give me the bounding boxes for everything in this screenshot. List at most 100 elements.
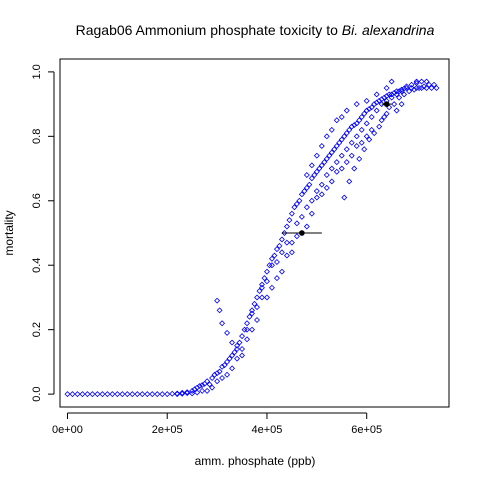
data-point	[346, 178, 353, 185]
data-point	[241, 326, 248, 333]
data-point	[278, 236, 285, 243]
data-point	[139, 391, 146, 398]
data-point	[298, 191, 305, 198]
data-point	[353, 120, 360, 127]
data-point	[351, 165, 358, 172]
y-axis-title: mortality	[2, 210, 16, 255]
data-point	[318, 181, 325, 188]
data-point	[403, 83, 410, 90]
data-point	[99, 391, 106, 398]
data-point	[229, 339, 236, 346]
data-point	[378, 101, 385, 108]
data-point	[179, 390, 186, 397]
data-point	[418, 85, 425, 91]
data-point	[388, 94, 395, 101]
data-point	[313, 152, 320, 159]
data-point	[371, 101, 378, 108]
data-point	[361, 110, 368, 117]
data-point	[368, 114, 375, 120]
data-point	[338, 136, 345, 143]
data-point	[356, 117, 363, 124]
data-point	[348, 152, 355, 159]
data-point	[291, 204, 298, 211]
y-tick-label: 1.0	[31, 64, 43, 79]
data-point	[323, 155, 330, 162]
data-point	[249, 307, 255, 314]
data-point	[189, 390, 196, 397]
x-tick-label: 0e+00	[52, 424, 83, 436]
data-point	[214, 297, 221, 304]
data-point	[303, 204, 310, 211]
data-point	[308, 175, 315, 182]
data-point	[251, 300, 258, 307]
data-point	[376, 97, 383, 104]
data-point	[341, 133, 348, 140]
data-point	[254, 304, 260, 311]
plot-frame	[59, 58, 450, 408]
data-point	[69, 391, 76, 398]
data-point	[206, 381, 213, 388]
data-point	[254, 317, 260, 323]
data-point	[328, 149, 335, 156]
data-point	[219, 363, 226, 370]
data-point	[246, 313, 253, 320]
data-point	[216, 368, 223, 375]
data-points	[64, 78, 440, 398]
data-point	[353, 101, 360, 108]
data-point	[396, 88, 403, 95]
data-point	[221, 362, 228, 369]
chart-title: Ragab06 Ammonium phosphate toxicity to B…	[76, 22, 435, 38]
data-point	[313, 168, 320, 175]
data-point	[296, 197, 303, 204]
data-point	[268, 284, 275, 291]
data-point	[406, 88, 413, 95]
data-point	[338, 165, 345, 172]
data-point	[303, 184, 310, 191]
data-point	[368, 126, 375, 133]
data-point	[204, 387, 211, 394]
data-point	[124, 391, 131, 398]
data-point	[211, 371, 218, 378]
data-point	[343, 107, 350, 114]
data-point	[191, 386, 198, 393]
data-point	[343, 146, 350, 153]
data-point	[393, 88, 400, 95]
data-point	[348, 139, 355, 146]
data-point	[416, 85, 423, 91]
data-point	[293, 233, 300, 240]
data-point	[401, 91, 408, 98]
data-point	[356, 155, 363, 162]
data-point	[288, 239, 295, 246]
data-point	[306, 181, 313, 188]
y-tick-label: 0.2	[31, 322, 43, 337]
data-point	[214, 378, 221, 385]
data-point	[194, 389, 201, 396]
data-point	[164, 391, 171, 398]
data-point	[316, 165, 323, 172]
y-tick-label: 0.6	[31, 193, 43, 208]
data-point	[226, 355, 233, 362]
data-point	[328, 126, 335, 133]
data-point	[376, 123, 383, 130]
data-point	[388, 78, 395, 85]
data-point	[373, 107, 380, 114]
data-point	[276, 242, 283, 249]
data-point	[353, 143, 360, 149]
data-point	[268, 255, 275, 262]
data-point	[204, 378, 211, 385]
data-point	[94, 391, 101, 398]
x-axis: 0e+00 2e+05 4e+05 6e+05	[52, 412, 382, 436]
data-point	[398, 86, 405, 93]
data-point	[271, 252, 278, 259]
data-point	[268, 262, 275, 269]
data-point	[398, 88, 405, 95]
data-point	[229, 365, 236, 372]
data-point	[343, 130, 350, 137]
estimate-point	[299, 230, 305, 236]
data-point	[383, 110, 390, 117]
data-point	[79, 391, 86, 398]
data-point	[391, 101, 398, 108]
data-point	[278, 268, 285, 275]
data-point	[209, 384, 216, 391]
